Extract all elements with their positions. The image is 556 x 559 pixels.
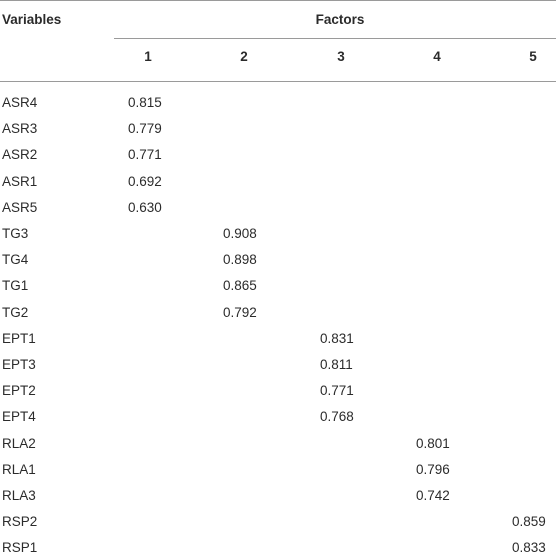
- loading-value: 0.815: [128, 95, 162, 110]
- loading-value: 0.811: [320, 357, 353, 372]
- loading-value: 0.771: [320, 383, 354, 399]
- variables-header: Variables: [2, 12, 62, 27]
- loading-value: 0.768: [320, 409, 354, 425]
- loading-value: 0.792: [223, 304, 257, 320]
- loading-value: 0.796: [416, 461, 450, 477]
- factor-number: 3: [337, 49, 345, 64]
- variable-label: ASR5: [2, 199, 38, 215]
- factor-number: 5: [529, 49, 537, 64]
- loading-value: 0.833: [512, 540, 546, 556]
- loading-value: 0.859: [512, 514, 546, 530]
- factor-number: 2: [240, 49, 248, 64]
- variable-label: RLA3: [2, 488, 36, 503]
- loading-value: 0.771: [128, 147, 162, 163]
- loading-value: 0.692: [128, 173, 162, 189]
- loading-value: 0.801: [416, 435, 450, 451]
- variable-label: ASR3: [2, 121, 38, 137]
- loading-value: 0.908: [223, 226, 257, 241]
- factors-header: Factors: [315, 12, 365, 27]
- variable-label: TG2: [2, 304, 29, 320]
- variable-label: TG1: [2, 278, 29, 294]
- top-rule: [0, 0, 556, 1]
- variable-label: EPT3: [2, 357, 36, 372]
- variable-label: ASR2: [2, 147, 38, 163]
- variable-label: TG4: [2, 252, 29, 268]
- variable-label: TG3: [2, 226, 29, 241]
- factor-number: 1: [144, 49, 152, 64]
- variable-label: EPT1: [2, 330, 36, 346]
- loading-value: 0.831: [320, 330, 354, 346]
- variable-label: ASR1: [2, 173, 38, 189]
- loading-value: 0.898: [223, 252, 257, 268]
- loading-value: 0.742: [416, 488, 450, 503]
- variable-label: RLA1: [2, 461, 36, 477]
- loading-value: 0.630: [128, 199, 162, 215]
- loading-value: 0.865: [223, 278, 257, 294]
- variable-label: RLA2: [2, 435, 36, 451]
- variable-label: ASR4: [2, 95, 38, 110]
- variable-label: RSP1: [2, 540, 38, 556]
- variable-label: EPT4: [2, 409, 36, 425]
- variable-label: EPT2: [2, 383, 36, 399]
- variable-label: RSP2: [2, 514, 38, 530]
- factor-number: 4: [433, 49, 441, 64]
- factors-rule: [114, 38, 556, 39]
- header-rule: [0, 81, 556, 82]
- loading-value: 0.779: [128, 121, 162, 137]
